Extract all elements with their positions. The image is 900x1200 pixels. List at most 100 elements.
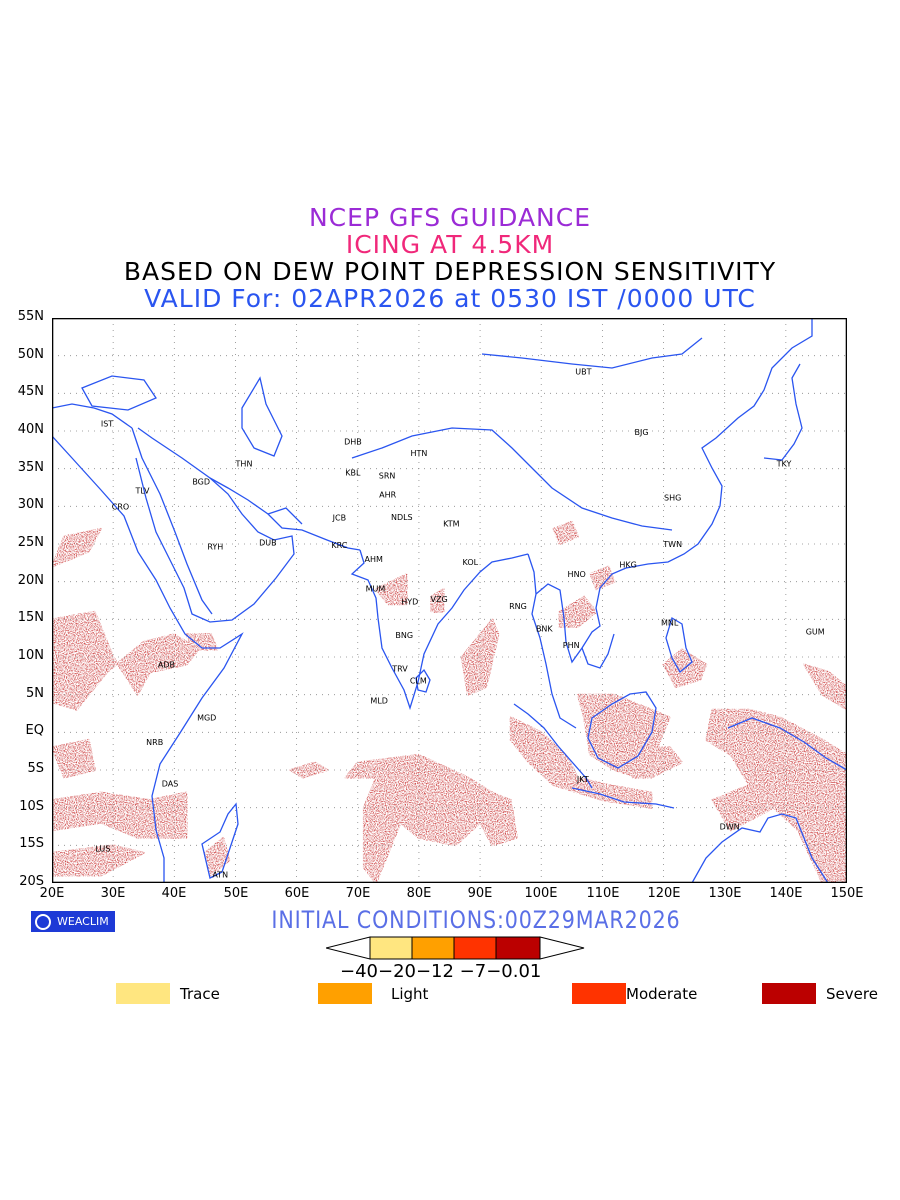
legend-light-label: Light [391,985,429,1003]
lon-label-150E: 150E [830,886,864,901]
station-label-mld: MLD [370,697,388,706]
lon-label-90E: 90E [467,886,493,901]
legend-light-swatch [318,983,372,1004]
station-label-trv: TRV [391,664,408,673]
station-label-ktm: KTM [443,520,460,529]
lat-label-15S: 15S [19,836,44,851]
severe-icing-area [52,844,145,877]
station-label-srn: SRN [379,471,396,480]
station-label-shg: SHG [664,493,681,502]
colorbar-moderate [453,936,497,960]
legend-trace-label: Trace [180,985,220,1003]
legend-severe-label: Severe [826,985,878,1003]
legend-moderate-label: Moderate [626,985,698,1003]
station-label-clm: CLM [410,676,427,685]
station-label-adb: ADB [158,661,175,670]
colorbar-low-arrow [326,936,371,960]
initial-conditions: INITIAL CONDITIONS:00Z29MAR2026 [271,906,681,934]
lon-label-120E: 120E [647,886,681,901]
station-label-rng: RNG [509,602,527,611]
severe-icing-area [460,618,500,696]
lon-label-30E: 30E [100,886,126,901]
station-label-dwn: DWN [720,823,740,832]
station-label-ryh: RYH [207,542,223,551]
station-label-ist: IST [101,420,113,429]
station-label-tky: TKY [776,459,792,468]
lon-label-110E: 110E [586,886,620,901]
colorbar-high-arrow [539,936,585,960]
station-label-cro: CRO [112,502,129,511]
severe-icing-area [589,565,616,591]
station-label-twn: TWN [662,540,682,549]
severe-icing-layer [52,520,847,883]
lon-label-100E: 100E [524,886,558,901]
coastlines [52,318,847,883]
severe-icing-area [203,836,231,877]
lon-label-40E: 40E [161,886,187,901]
colorbar-severe [495,936,541,960]
lon-label-130E: 130E [708,886,742,901]
station-label-dub: DUB [259,539,277,548]
lon-label-50E: 50E [223,886,249,901]
station-label-bjg: BJG [634,428,648,437]
severe-icing-area [185,633,219,651]
lat-label-15N: 15N [17,610,44,625]
lon-label-80E: 80E [406,886,432,901]
legend-moderate-swatch [572,983,626,1004]
severe-icing-area [552,520,579,545]
legend-severe-swatch [762,983,816,1004]
title-valid-time: VALID For: 02APR2026 at 0530 IST /0000 U… [144,284,756,313]
station-label-ndls: NDLS [391,513,413,522]
title-method: BASED ON DEW POINT DEPRESSION SENSITIVIT… [123,257,777,286]
station-label-ubt: UBT [575,368,591,377]
weaclim-logo: WEACLIM [31,911,115,932]
station-label-das: DAS [162,780,179,789]
severe-icing-area [619,746,683,779]
severe-icing-area [803,663,847,711]
station-label-hno: HNO [568,570,586,579]
lat-label-55N: 55N [17,309,44,324]
station-label-hkg: HKG [619,560,636,569]
lat-label-20N: 20N [17,573,44,588]
severe-icing-area [705,708,847,883]
station-label-jkt: JKT [576,775,589,784]
colorbar [326,936,585,960]
lat-label-35N: 35N [17,460,44,475]
lon-label-70E: 70E [345,886,371,901]
weaclim-emblem-icon [35,914,51,930]
icing-map: UBT IST DHB HTN BJG THN KBL SRN TKY BGD TLV AHR SHG C… [52,318,847,883]
lat-label-10S: 10S [19,799,44,814]
lat-label-5S: 5S [27,761,44,776]
station-label-bgd: BGD [192,478,210,487]
lat-label-10N: 10N [17,648,44,663]
station-label-tlv: TLV [135,487,150,496]
lon-label-140E: 140E [769,886,803,901]
lon-label-20E: 20E [39,886,65,901]
station-label-mnl: MNL [661,618,679,627]
legend-trace-swatch [116,983,170,1004]
station-label-kbl: KBL [345,468,361,477]
station-label-nrb: NRB [146,738,163,747]
colorbar-light [411,936,455,960]
title-product: ICING AT 4.5KM [345,230,555,259]
lat-label-40N: 40N [17,422,44,437]
weaclim-logo-text: WEACLIM [57,915,109,928]
lat-label-25N: 25N [17,535,44,550]
station-label-kol: KOL [463,558,479,567]
station-label-dhb: DHB [344,438,362,447]
lat-label-45N: 45N [17,384,44,399]
lat-lon-grid [52,318,847,883]
map-frame [52,318,847,883]
lat-label-30N: 30N [17,497,44,512]
severe-icing-area [509,716,653,809]
lat-label-20S: 20S [19,874,44,889]
lat-label-50N: 50N [17,347,44,362]
station-label-gum: GUM [806,627,825,636]
lat-label-5N: 5N [26,686,44,701]
lat-label-EQ: EQ [25,723,44,738]
station-label-ahm: AHM [365,555,383,564]
station-label-lus: LUS [95,844,110,853]
station-label-ahr: AHR [379,490,396,499]
title-model: NCEP GFS GUIDANCE [308,203,591,232]
station-label-bng: BNG [395,631,413,640]
